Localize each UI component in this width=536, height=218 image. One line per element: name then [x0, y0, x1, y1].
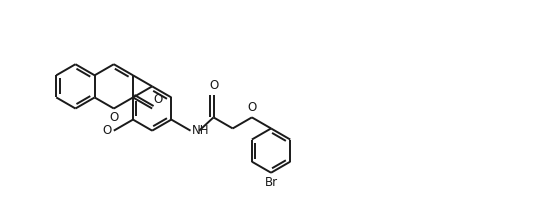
Text: O: O — [102, 124, 112, 137]
Text: NH: NH — [192, 124, 210, 137]
Text: O: O — [154, 93, 163, 106]
Text: O: O — [209, 79, 218, 92]
Text: Br: Br — [264, 176, 278, 189]
Text: O: O — [109, 111, 118, 124]
Text: O: O — [247, 102, 257, 114]
